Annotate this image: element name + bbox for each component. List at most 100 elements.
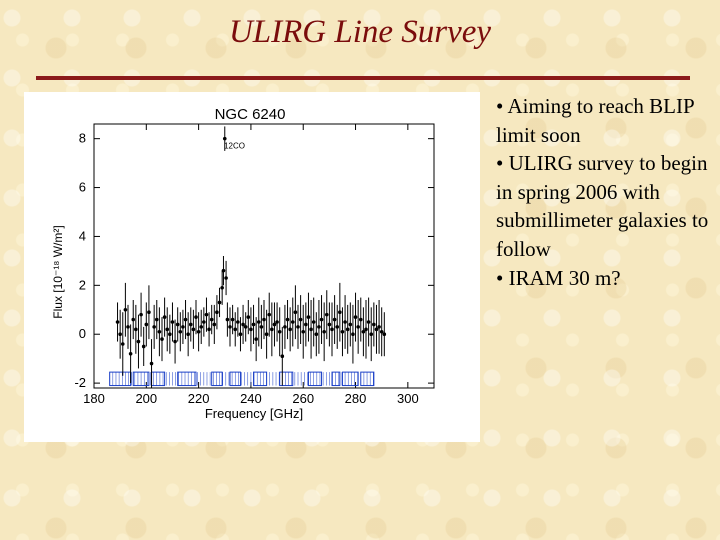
bandpass-marker: [341, 371, 359, 387]
x-tick-label: 300: [397, 391, 419, 406]
data-point: [173, 339, 177, 344]
data-point: [283, 325, 287, 329]
bullet-item: • ULIRG survey to begin in spring 2006 w…: [496, 151, 709, 261]
slide-title: ULIRG Line Survey: [228, 14, 492, 50]
data-point: [123, 307, 128, 312]
data-point: [196, 329, 201, 334]
data-point: [366, 320, 371, 324]
data-point: [233, 327, 238, 332]
data-point: [115, 320, 120, 324]
data-point: [220, 285, 224, 290]
x-tick-label: 280: [345, 391, 367, 406]
data-point: [272, 322, 277, 327]
data-point: [144, 322, 149, 327]
data-point: [225, 317, 230, 322]
data-point: [241, 322, 245, 327]
x-tick-label: 200: [135, 391, 157, 406]
y-tick-label: 2: [79, 277, 86, 292]
data-point: [358, 317, 363, 322]
bandpass-marker: [331, 371, 341, 387]
data-point: [374, 327, 379, 332]
data-point: [343, 320, 347, 324]
data-point: [280, 354, 285, 359]
data-point: [249, 327, 253, 332]
bandpass-marker: [211, 371, 223, 387]
data-point: [251, 322, 256, 327]
data-point: [293, 310, 298, 315]
bullet-item: • Aiming to reach BLIP limit soon: [496, 94, 694, 147]
bullet-item: • IRAM 30 m?: [496, 265, 621, 290]
plot-marks: 12CO: [109, 126, 387, 388]
data-point: [147, 310, 151, 315]
data-point: [209, 317, 214, 322]
x-axis-label: Frequency [GHz]: [205, 406, 303, 421]
data-point: [139, 312, 143, 317]
data-point: [264, 332, 269, 337]
data-point: [186, 332, 190, 337]
data-point: [330, 327, 334, 332]
data-point: [183, 317, 188, 322]
data-point: [382, 332, 387, 337]
data-point: [126, 325, 130, 329]
data-point: [202, 320, 206, 324]
data-point: [327, 322, 332, 327]
data-point: [254, 337, 258, 341]
data-point: [285, 317, 290, 322]
data-point: [298, 317, 303, 322]
data-point: [207, 327, 211, 332]
data-point: [314, 332, 319, 337]
data-point: [296, 325, 300, 329]
data-point: [141, 344, 146, 349]
data-point: [353, 315, 358, 319]
data-point: [149, 361, 154, 366]
data-point: [322, 329, 326, 334]
data-point: [364, 327, 368, 332]
spectrum-chart: NGC 6240 Frequency [GHz] Flux [10⁻¹⁸ W/m…: [51, 106, 435, 421]
data-point: [230, 317, 235, 322]
y-tick-label: 0: [79, 326, 86, 341]
x-tick-label: 220: [188, 391, 210, 406]
data-point: [348, 322, 353, 327]
data-point: [194, 315, 198, 319]
data-point: [204, 312, 209, 317]
data-point: [215, 310, 219, 315]
data-point: [304, 322, 308, 327]
data-point: [118, 332, 122, 337]
data-point: [236, 320, 240, 324]
bandpass-marker: [253, 371, 268, 387]
data-point: [324, 312, 329, 317]
data-point: [288, 327, 292, 332]
data-point: [128, 351, 133, 356]
data-point: [136, 339, 141, 344]
plot-frame: [93, 123, 435, 389]
data-point: [199, 325, 204, 329]
y-axis-label: Flux [10⁻¹⁸ W/m²]: [51, 225, 65, 318]
data-point: [188, 322, 193, 327]
data-point: [309, 327, 313, 332]
data-point: [306, 315, 311, 319]
data-point: [340, 329, 345, 334]
data-point: [301, 329, 306, 334]
data-point: [217, 300, 222, 305]
data-point: [277, 329, 282, 334]
data-point: [168, 332, 172, 337]
data-point: [372, 322, 376, 327]
data-point: [246, 315, 251, 319]
data-point: [134, 327, 138, 332]
data-point: [228, 325, 232, 329]
data-point: [262, 317, 266, 322]
data-point: [361, 329, 366, 334]
data-point: [160, 337, 164, 341]
data-point: [224, 276, 228, 280]
data-point: [191, 327, 196, 332]
x-tick-label: 180: [83, 391, 105, 406]
y-tick-label: 6: [79, 180, 86, 195]
x-tick-label: 240: [240, 391, 262, 406]
y-tick-label: 8: [79, 131, 86, 146]
data-point: [256, 320, 261, 324]
data-point: [154, 317, 159, 322]
data-point: [152, 325, 156, 329]
data-point: [356, 325, 360, 329]
data-point: [332, 317, 337, 322]
data-point: [131, 317, 136, 322]
